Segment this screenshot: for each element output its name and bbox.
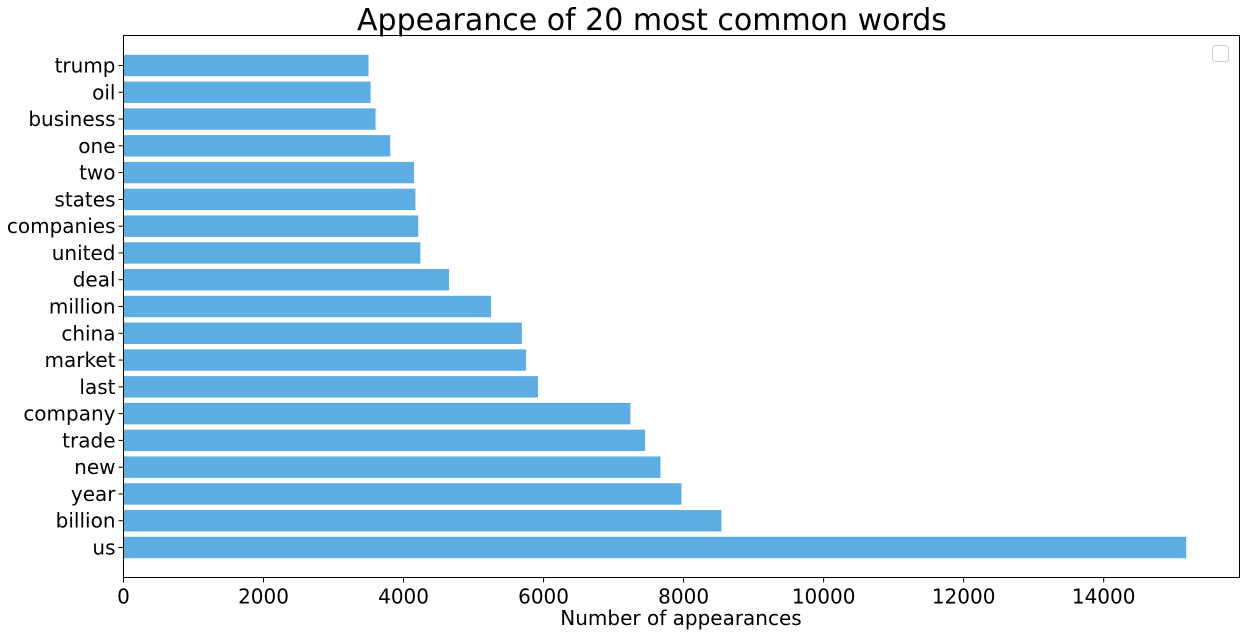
- bar-one: [123, 135, 391, 157]
- y-tick-label: two: [79, 161, 115, 185]
- bar-companies: [123, 215, 419, 237]
- y-tick-label: one: [78, 134, 115, 158]
- x-tick-label: 4000: [378, 585, 429, 609]
- y-tick-label: companies: [7, 214, 116, 238]
- bar-united: [123, 242, 421, 264]
- y-tick-label: last: [79, 375, 115, 399]
- bar-last: [123, 376, 538, 398]
- x-tick-label: 6000: [518, 585, 569, 609]
- x-tick-label: 2000: [238, 585, 289, 609]
- bar-year: [123, 483, 682, 505]
- chart-title: Appearance of 20 most common words: [357, 3, 947, 38]
- x-tick-label: 12000: [932, 585, 996, 609]
- x-tick-label: 14000: [1072, 585, 1136, 609]
- y-tick-label: china: [61, 321, 115, 345]
- y-tick-label: united: [52, 241, 116, 265]
- bar-oil: [123, 81, 371, 103]
- bar-million: [123, 295, 492, 318]
- y-tick-label: new: [74, 455, 115, 479]
- bar-states: [123, 188, 416, 211]
- y-tick-label: billion: [56, 509, 116, 533]
- x-ticks-group: 0 2000 4000 6000 8000 10000 12000 14000: [117, 577, 1136, 609]
- bar-deal: [123, 269, 450, 291]
- x-axis-label: Number of appearances: [560, 606, 801, 630]
- x-tick-label: 0: [117, 585, 130, 609]
- y-tick-label: trade: [62, 428, 115, 452]
- plot-frame: [123, 35, 1240, 578]
- bar-trade: [123, 429, 646, 452]
- bar-company: [123, 402, 631, 425]
- bar-two: [123, 161, 415, 184]
- bar-china: [123, 322, 522, 344]
- y-tick-label: deal: [73, 268, 116, 292]
- bar-billion: [123, 510, 722, 532]
- y-tick-label: oil: [92, 80, 115, 104]
- bar-market: [123, 349, 527, 371]
- y-tick-label: us: [92, 536, 115, 560]
- bar-new: [123, 456, 661, 478]
- y-tick-label: trump: [55, 53, 116, 77]
- bar-trump: [123, 54, 369, 77]
- x-tick-label: 8000: [658, 585, 709, 609]
- x-tick-label: 10000: [792, 585, 856, 609]
- y-tick-label: year: [71, 482, 116, 506]
- bars-group: [123, 54, 1187, 559]
- legend-box: [1212, 45, 1229, 62]
- y-tick-label: states: [54, 187, 115, 211]
- bar-business: [123, 108, 376, 130]
- y-tick-label: market: [45, 348, 116, 372]
- y-tick-label: million: [49, 295, 116, 319]
- y-tick-label: business: [28, 107, 115, 131]
- bar-us: [123, 536, 1187, 559]
- y-tick-label: company: [23, 402, 115, 426]
